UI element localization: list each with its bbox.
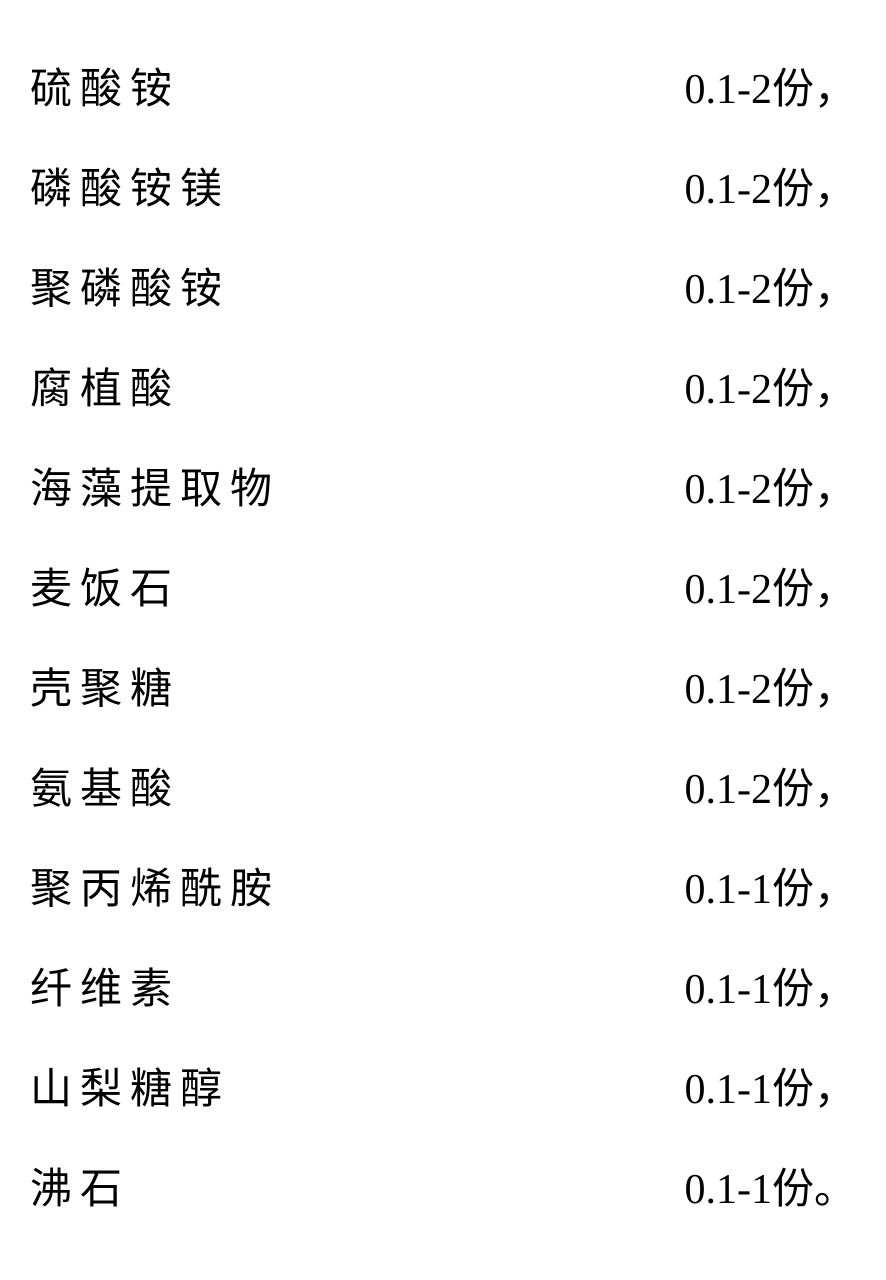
ingredient-name: 山梨糖醇 [30,1040,230,1140]
table-row: 氨基酸 0.1-2份， [30,740,856,840]
ingredient-name: 腐植酸 [30,340,180,440]
ingredient-amount: 0.1-1份， [685,940,857,1040]
ingredient-amount: 0.1-1份， [685,840,857,940]
ingredient-name: 磷酸铵镁 [30,140,230,240]
table-row: 山梨糖醇 0.1-1份， [30,1040,856,1140]
ingredient-amount: 0.1-2份， [685,740,857,840]
ingredient-amount: 0.1-2份， [685,140,857,240]
ingredient-amount: 0.1-2份， [685,640,857,740]
ingredient-name: 沸石 [30,1140,130,1240]
ingredient-amount: 0.1-1份， [685,1040,857,1140]
table-row: 海藻提取物 0.1-2份， [30,440,856,540]
ingredient-name: 麦饭石 [30,540,180,640]
table-row: 壳聚糖 0.1-2份， [30,640,856,740]
table-row: 纤维素 0.1-1份， [30,940,856,1040]
table-row: 沸石 0.1-1份。 [30,1140,856,1240]
table-row: 硫酸铵 0.1-2份， [30,40,856,140]
ingredient-name: 聚丙烯酰胺 [30,840,280,940]
ingredient-name: 纤维素 [30,940,180,1040]
ingredient-amount: 0.1-2份， [685,440,857,540]
ingredient-amount: 0.1-2份， [685,540,857,640]
ingredient-name: 聚磷酸铵 [30,240,230,340]
table-row: 聚丙烯酰胺 0.1-1份， [30,840,856,940]
ingredient-name: 壳聚糖 [30,640,180,740]
table-row: 磷酸铵镁 0.1-2份， [30,140,856,240]
ingredient-amount: 0.1-1份。 [685,1140,857,1240]
table-row: 腐植酸 0.1-2份， [30,340,856,440]
table-row: 麦饭石 0.1-2份， [30,540,856,640]
ingredient-list: 硫酸铵 0.1-2份， 磷酸铵镁 0.1-2份， 聚磷酸铵 0.1-2份， 腐植… [30,40,856,1240]
ingredient-name: 硫酸铵 [30,40,180,140]
ingredient-amount: 0.1-2份， [685,340,857,440]
ingredient-name: 氨基酸 [30,740,180,840]
table-row: 聚磷酸铵 0.1-2份， [30,240,856,340]
ingredient-amount: 0.1-2份， [685,240,857,340]
ingredient-amount: 0.1-2份， [685,40,857,140]
ingredient-name: 海藻提取物 [30,440,280,540]
